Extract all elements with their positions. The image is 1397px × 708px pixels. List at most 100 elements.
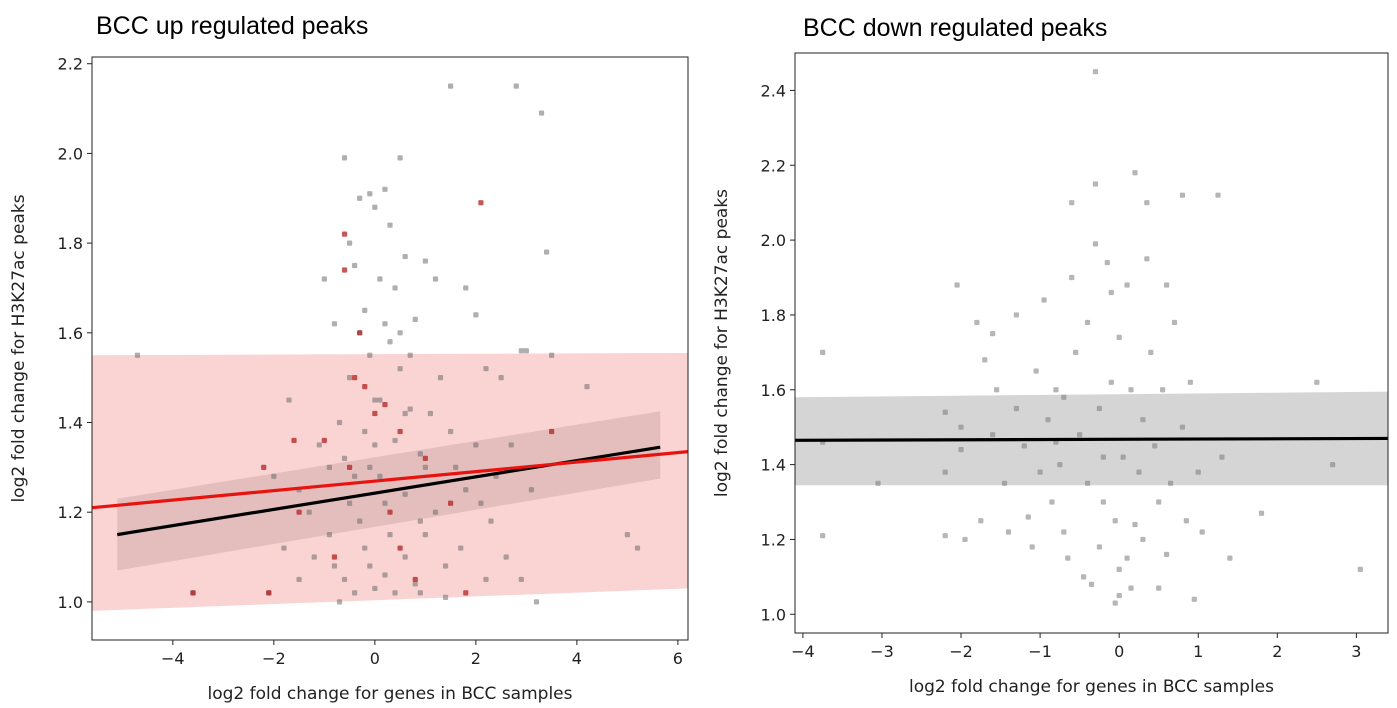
data-point-gray — [407, 406, 413, 412]
data-point-gray — [427, 410, 434, 417]
data-point-gray — [1092, 69, 1099, 75]
data-point-gray — [463, 487, 469, 493]
data-point-gray — [1092, 241, 1099, 247]
x-tick-label: 4 — [572, 649, 582, 668]
data-point-gray — [442, 594, 449, 600]
data-point-red — [463, 590, 469, 596]
confidence-band-red — [92, 352, 688, 611]
data-point-gray — [352, 590, 358, 596]
data-point-gray — [1116, 592, 1122, 599]
data-point-gray — [1124, 282, 1130, 288]
data-point-gray — [1219, 454, 1225, 460]
data-point-gray — [442, 563, 449, 569]
data-point-gray — [402, 253, 408, 260]
data-point-gray — [1152, 443, 1158, 449]
data-point-gray — [483, 576, 489, 583]
data-point-gray — [367, 563, 373, 569]
y-axis-label: log2 fold change for H3K27ac peaks — [712, 189, 732, 497]
x-tick-label: 3 — [1351, 642, 1361, 661]
data-point-gray — [513, 83, 519, 89]
data-point-gray — [286, 397, 292, 403]
data-point-gray — [478, 500, 484, 506]
data-point-gray — [942, 533, 948, 539]
data-point-gray — [281, 545, 287, 551]
data-point-gray — [483, 366, 489, 372]
data-point-gray — [958, 447, 964, 453]
data-point-gray — [1171, 319, 1178, 326]
data-point-gray — [1167, 480, 1174, 486]
data-point-gray — [978, 518, 984, 524]
data-point-gray — [549, 352, 555, 358]
data-point-red — [387, 509, 393, 515]
data-point-gray — [397, 155, 403, 161]
data-point-red — [341, 231, 348, 237]
data-point-gray — [1077, 432, 1083, 438]
data-point-red — [261, 464, 267, 470]
plot-area-1 — [795, 69, 1388, 606]
data-point-gray — [1061, 529, 1067, 535]
data-point-gray — [990, 432, 996, 438]
data-point-gray — [407, 352, 413, 358]
data-point-red — [362, 384, 368, 390]
plot-area-0 — [92, 83, 688, 611]
data-point-gray — [962, 536, 968, 543]
data-point-gray — [377, 473, 383, 479]
regression-line-red — [92, 450, 688, 510]
data-point-gray — [1140, 417, 1146, 423]
data-point-gray — [820, 533, 826, 539]
data-point-red — [352, 375, 358, 381]
data-point-gray — [352, 262, 358, 269]
data-point-gray — [1096, 405, 1103, 412]
y-tick-label: 2.2 — [58, 55, 83, 74]
y-tick-label: 1.6 — [58, 324, 83, 343]
data-point-gray — [448, 83, 454, 89]
plot-panel-0: −4 −2 0 2 4 6 1.0 1.2 1.4 1.6 1.8 2.0 2.2 log2 fold c… — [9, 55, 689, 704]
data-point-gray — [311, 554, 317, 560]
data-point-gray — [372, 442, 378, 448]
x-tick-label: −4 — [161, 649, 185, 668]
data-point-gray — [1108, 379, 1114, 385]
data-point-gray — [372, 204, 378, 210]
data-point-gray — [1128, 585, 1134, 591]
data-point-gray — [624, 532, 630, 538]
data-point-gray — [1033, 368, 1039, 374]
data-point-gray — [417, 451, 423, 457]
data-point-gray — [357, 518, 363, 524]
data-point-gray — [458, 545, 464, 551]
data-point-gray — [432, 276, 439, 282]
data-point-gray — [331, 563, 338, 569]
axes-frame — [91, 56, 689, 641]
x-tick-label: 0 — [1114, 642, 1124, 661]
data-point-gray — [990, 331, 996, 337]
data-point-gray — [397, 330, 403, 336]
data-point-gray — [1029, 544, 1035, 550]
data-point-gray — [271, 473, 277, 479]
y-tick-label: 1.4 — [58, 413, 83, 432]
y-tick-label: 1.0 — [761, 605, 786, 624]
data-point-gray — [306, 509, 312, 515]
y-tick-label: 2.0 — [761, 231, 786, 250]
data-point-gray — [432, 509, 439, 515]
data-point-gray — [1179, 192, 1186, 198]
data-point-gray — [1144, 256, 1150, 262]
data-point-gray — [417, 590, 423, 596]
data-point-red — [397, 545, 403, 551]
data-point-red — [190, 590, 196, 596]
data-point-gray — [134, 352, 141, 358]
data-point-gray — [503, 554, 509, 560]
data-point-gray — [1049, 499, 1055, 505]
data-point-gray — [352, 473, 358, 479]
x-tick-label: −2 — [262, 649, 286, 668]
data-point-gray — [422, 532, 428, 538]
data-point-gray — [958, 424, 964, 430]
data-point-gray — [1041, 297, 1047, 303]
data-point-gray — [1088, 581, 1095, 587]
data-point-gray — [448, 428, 454, 435]
y-tick-label: 1.4 — [761, 456, 786, 475]
data-point-gray — [1164, 551, 1170, 558]
data-point-gray — [1148, 349, 1154, 355]
data-point-gray — [402, 491, 408, 497]
data-point-gray — [518, 576, 524, 583]
data-point-gray — [372, 397, 378, 403]
